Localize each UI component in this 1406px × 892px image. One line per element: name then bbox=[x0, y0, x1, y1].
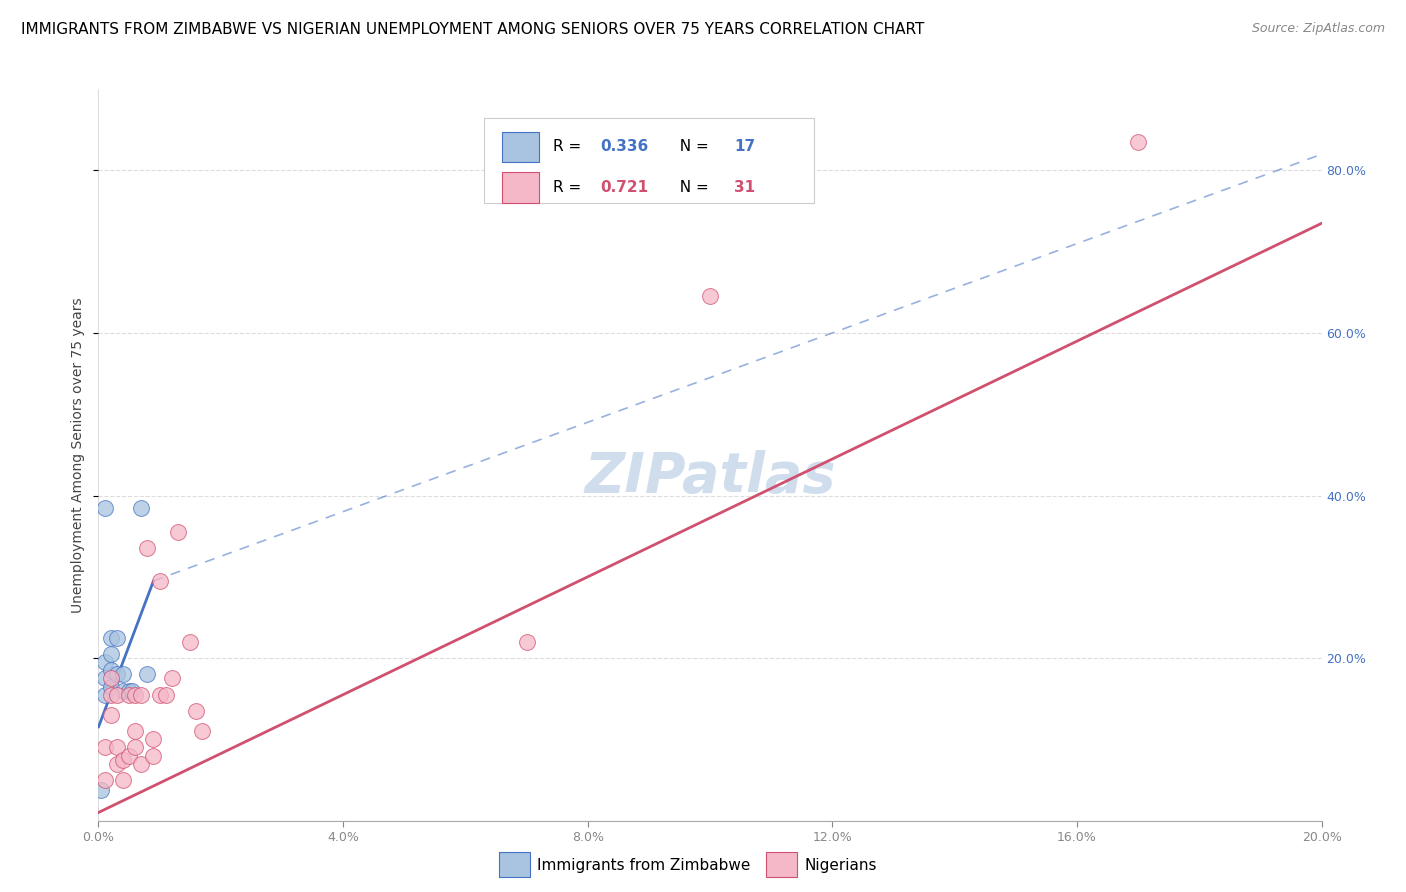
Text: Source: ZipAtlas.com: Source: ZipAtlas.com bbox=[1251, 22, 1385, 36]
Point bbox=[93, 772, 115, 787]
Text: ZIPatlas: ZIPatlas bbox=[585, 450, 835, 504]
Point bbox=[142, 748, 165, 763]
Point bbox=[105, 688, 128, 702]
Point bbox=[516, 635, 538, 649]
Point bbox=[118, 683, 141, 698]
Point bbox=[186, 704, 208, 718]
Point bbox=[149, 574, 172, 588]
Point bbox=[100, 663, 122, 677]
Text: 0.336: 0.336 bbox=[600, 139, 648, 154]
Point bbox=[93, 740, 115, 755]
Point bbox=[118, 688, 141, 702]
Point bbox=[136, 541, 159, 556]
Point bbox=[111, 667, 134, 681]
Point bbox=[124, 688, 146, 702]
Point bbox=[100, 708, 122, 723]
Point bbox=[90, 782, 112, 797]
Point bbox=[129, 756, 152, 771]
Point bbox=[111, 753, 134, 767]
Point bbox=[93, 672, 115, 686]
Y-axis label: Unemployment Among Seniors over 75 years: Unemployment Among Seniors over 75 years bbox=[72, 297, 86, 613]
Point bbox=[129, 688, 152, 702]
Point bbox=[699, 289, 721, 303]
Point bbox=[93, 655, 115, 669]
Point bbox=[124, 740, 146, 755]
Text: 0.721: 0.721 bbox=[600, 179, 648, 194]
Point bbox=[179, 635, 201, 649]
Point bbox=[105, 740, 128, 755]
Point bbox=[100, 688, 122, 702]
Text: Nigerians: Nigerians bbox=[804, 858, 877, 872]
Point bbox=[191, 724, 214, 739]
Point bbox=[155, 688, 177, 702]
Bar bbox=[484, 119, 814, 202]
Point bbox=[100, 631, 122, 645]
Point bbox=[160, 672, 183, 686]
Point bbox=[105, 756, 128, 771]
Point bbox=[105, 631, 128, 645]
Text: R =: R = bbox=[554, 139, 586, 154]
Bar bbox=[502, 172, 538, 202]
Text: N =: N = bbox=[669, 139, 713, 154]
Text: Immigrants from Zimbabwe: Immigrants from Zimbabwe bbox=[537, 858, 751, 872]
Point bbox=[93, 500, 115, 515]
Point bbox=[118, 748, 141, 763]
Point bbox=[129, 500, 152, 515]
Text: IMMIGRANTS FROM ZIMBABWE VS NIGERIAN UNEMPLOYMENT AMONG SENIORS OVER 75 YEARS CO: IMMIGRANTS FROM ZIMBABWE VS NIGERIAN UNE… bbox=[21, 22, 925, 37]
Point bbox=[149, 688, 172, 702]
Bar bbox=[502, 132, 538, 162]
Text: 17: 17 bbox=[734, 139, 755, 154]
Text: N =: N = bbox=[669, 179, 713, 194]
Point bbox=[100, 672, 122, 686]
Point bbox=[111, 683, 134, 698]
Text: 31: 31 bbox=[734, 179, 755, 194]
Point bbox=[167, 525, 190, 540]
Point bbox=[100, 647, 122, 661]
Point bbox=[136, 667, 159, 681]
Point bbox=[100, 680, 122, 694]
Point bbox=[93, 688, 115, 702]
Text: R =: R = bbox=[554, 179, 586, 194]
Point bbox=[124, 724, 146, 739]
Point bbox=[142, 732, 165, 747]
Point bbox=[111, 772, 134, 787]
Point bbox=[105, 667, 128, 681]
Point bbox=[1128, 135, 1150, 149]
Point bbox=[121, 683, 143, 698]
